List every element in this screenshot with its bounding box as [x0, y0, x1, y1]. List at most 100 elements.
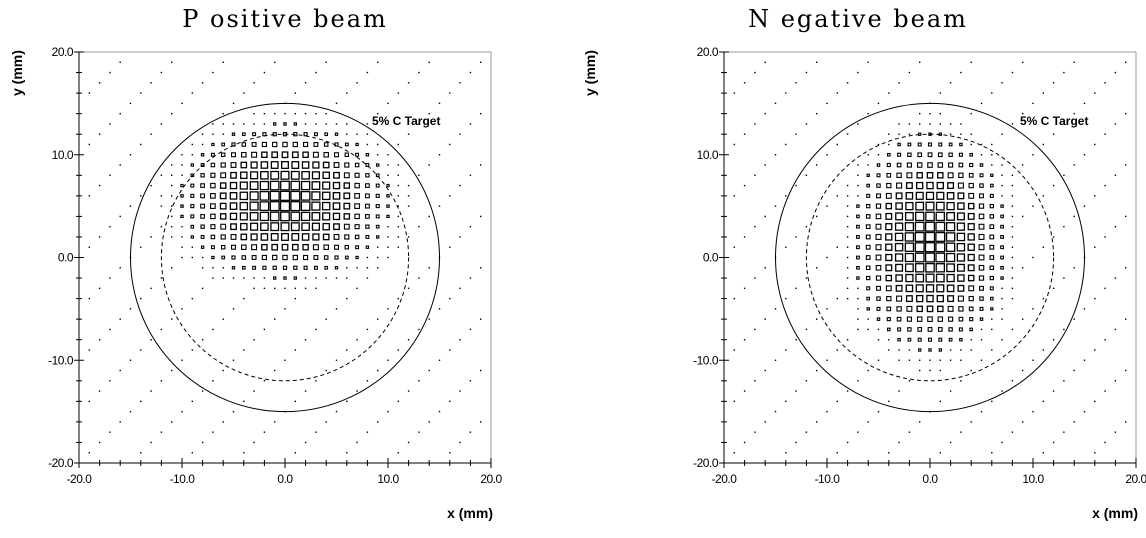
data-box [343, 213, 351, 220]
data-box [271, 243, 279, 251]
data-point [449, 452, 451, 454]
data-point [1011, 123, 1014, 125]
data-box [303, 254, 309, 261]
data-box [926, 305, 934, 313]
data-point [1114, 225, 1117, 228]
data-box [856, 255, 860, 260]
data-box [935, 221, 946, 232]
data-point [449, 143, 451, 146]
data-box [241, 265, 246, 270]
data-box [240, 222, 248, 231]
data-box [311, 191, 321, 201]
data-box [365, 183, 370, 188]
data-box [1000, 204, 1004, 208]
data-box [281, 243, 289, 251]
data-box [322, 161, 330, 169]
data-point [222, 318, 224, 320]
data-point [459, 133, 461, 135]
data-box [241, 132, 246, 137]
data-point [212, 380, 214, 382]
data-box [885, 274, 893, 282]
data-box [312, 233, 320, 241]
data-point [960, 133, 962, 135]
data-point [171, 205, 173, 207]
data-point [119, 318, 121, 320]
data-point [1011, 71, 1014, 74]
data-box [979, 306, 984, 311]
data-box [947, 305, 954, 312]
data-point [1073, 369, 1075, 372]
data-box [989, 244, 995, 250]
data-point [846, 287, 849, 290]
data-point [274, 287, 276, 290]
data-point [480, 369, 482, 372]
data-box [946, 284, 955, 293]
data-point [1083, 410, 1086, 413]
data-box [855, 235, 860, 239]
data-point [88, 400, 90, 403]
data-box [856, 265, 860, 270]
data-point [1114, 277, 1117, 279]
data-box [281, 151, 289, 159]
data-point [191, 349, 193, 351]
positive-beam-chart: P ositive beam y (mm) x (mm) 5% C Target… [9, 5, 503, 521]
data-point [1011, 287, 1014, 290]
data-point [232, 102, 235, 105]
data-point [98, 390, 101, 392]
data-point [785, 246, 787, 248]
data-point [222, 112, 224, 115]
data-box [925, 262, 935, 273]
data-point [397, 225, 399, 228]
data-box [969, 317, 974, 322]
data-point [733, 246, 735, 248]
data-box [210, 162, 216, 168]
data-point [980, 410, 983, 413]
data-point [160, 205, 163, 207]
negative-beam-panel: N egative beam y (mm) x (mm) 5% C Target… [573, 0, 1146, 538]
data-point [304, 123, 307, 125]
data-point [805, 71, 808, 74]
data-point [795, 390, 797, 392]
data-point [846, 246, 849, 248]
data-point [356, 82, 358, 84]
data-box [190, 183, 195, 188]
data-point [191, 452, 193, 454]
data-box [365, 234, 370, 239]
data-point [764, 369, 766, 372]
data-point [1042, 92, 1044, 94]
x-tick-label: 10.0 [377, 472, 399, 486]
data-point [754, 328, 756, 331]
data-box [979, 173, 984, 178]
data-box [334, 266, 339, 270]
data-point [140, 246, 142, 248]
data-box [968, 295, 974, 302]
data-box [856, 224, 860, 229]
data-point [253, 82, 255, 84]
data-box [219, 202, 227, 210]
data-point [888, 143, 890, 146]
data-point [898, 123, 900, 125]
data-point [274, 421, 276, 423]
data-point [929, 359, 931, 361]
data-box [938, 337, 943, 342]
data-point [805, 328, 808, 331]
data-point [377, 246, 379, 248]
data-point [939, 123, 941, 125]
data-point [428, 421, 430, 423]
data-box [249, 181, 259, 190]
data-box [936, 181, 944, 190]
data-point [1011, 184, 1014, 187]
data-point [980, 339, 983, 341]
data-box [240, 233, 248, 241]
data-point [754, 431, 756, 433]
data-box [273, 122, 277, 126]
data-point [1052, 236, 1055, 238]
data-box [885, 192, 892, 199]
data-box [875, 254, 882, 261]
data-box [282, 265, 288, 270]
data-point [201, 339, 204, 341]
x-tick-label: 20.0 [1125, 472, 1146, 486]
data-point [243, 277, 245, 279]
data-point [294, 92, 296, 94]
data-box [989, 214, 995, 219]
